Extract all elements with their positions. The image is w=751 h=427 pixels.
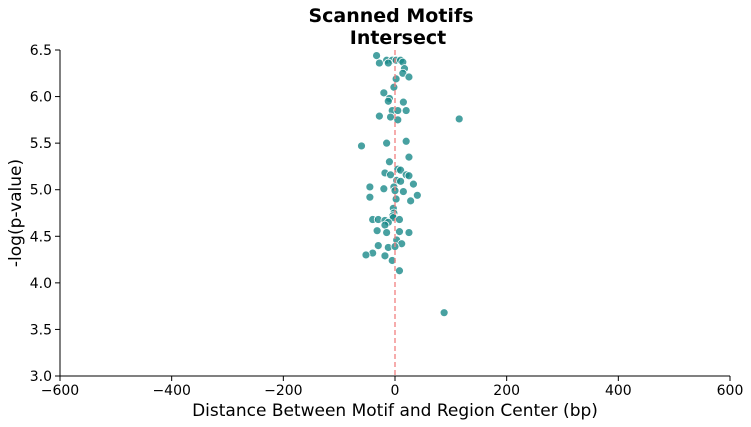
scatter-point (379, 184, 389, 194)
scatter-point (365, 182, 375, 192)
scatter-point (406, 196, 416, 206)
scatter-point (395, 266, 404, 276)
scatter-point (357, 141, 366, 151)
chart-title-line-2: Intersect (350, 27, 446, 49)
scatter-point (365, 192, 375, 202)
scatter-point (380, 251, 390, 261)
x-tick-label: −400 (152, 383, 190, 399)
scatter-point (383, 58, 393, 68)
x-axis-ticks: −600 −400 −200 0 200 400 600 (41, 376, 744, 399)
scatter-point (454, 114, 464, 124)
scatter-point (385, 157, 394, 167)
x-tick-label: −200 (264, 383, 302, 399)
scatter-point (398, 187, 408, 196)
x-tick-label: 400 (605, 383, 632, 399)
scatter-point (404, 228, 414, 237)
scatter-point (395, 227, 404, 237)
y-axis-label: -log(p-value) (6, 159, 26, 267)
y-tick-label: 4.5 (30, 229, 52, 245)
scatter-point (374, 111, 384, 121)
scatter-point (404, 171, 414, 181)
scatter-point (401, 136, 411, 146)
scatter-point (387, 256, 397, 265)
scatter-point (409, 179, 418, 189)
scatter-point (391, 194, 401, 204)
scatter-point (373, 241, 383, 251)
x-tick-label: 200 (493, 383, 520, 399)
scatter-point (395, 215, 404, 224)
scatter-point (383, 96, 393, 106)
scatter-point (382, 228, 392, 237)
scatter-point (401, 106, 411, 115)
scatter-point (439, 308, 449, 318)
data-points (357, 51, 464, 318)
scatter-point (393, 115, 403, 125)
scatter-point (412, 190, 422, 200)
scatter-point (396, 176, 405, 186)
scatter-point (391, 74, 401, 84)
scatter-point (372, 226, 382, 236)
x-tick-label: 0 (391, 383, 400, 399)
scatter-point (404, 152, 414, 162)
scatter-point (386, 112, 395, 122)
y-tick-label: 5.0 (30, 183, 52, 199)
scatter-point (404, 72, 414, 82)
scatter-point (382, 138, 392, 148)
chart-title-line-1: Scanned Motifs (308, 5, 473, 27)
scatter-point (396, 165, 405, 175)
x-tick-label: −600 (41, 383, 79, 399)
scatter-point (372, 51, 381, 60)
y-tick-label: 3.5 (30, 322, 52, 338)
x-axis-label: Distance Between Motif and Region Center… (192, 401, 598, 421)
y-axis-ticks: 3.0 3.5 4.0 4.5 5.0 5.5 6.0 6.5 (30, 43, 60, 385)
y-tick-label: 4.0 (30, 276, 52, 292)
scatter-point (374, 58, 384, 68)
scatter-point (380, 220, 390, 230)
x-tick-label: 600 (717, 383, 744, 399)
scatter-point (361, 250, 371, 260)
scatter-point (379, 88, 389, 98)
scatter-point (398, 97, 408, 107)
y-tick-label: 5.5 (30, 136, 52, 152)
y-tick-label: 3.0 (30, 369, 52, 385)
y-tick-label: 6.0 (30, 90, 52, 106)
scatter-point (389, 82, 399, 92)
y-tick-label: 6.5 (30, 43, 52, 59)
